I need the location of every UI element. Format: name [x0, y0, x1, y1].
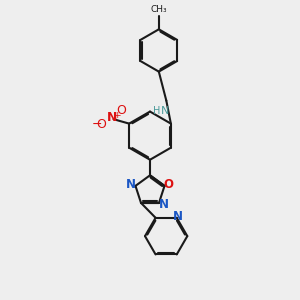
Text: H: H — [153, 106, 160, 116]
Text: N: N — [161, 106, 169, 116]
Text: N: N — [159, 198, 169, 211]
Text: −: − — [92, 118, 102, 131]
Text: +: + — [113, 112, 121, 121]
Text: N: N — [107, 111, 117, 124]
Text: O: O — [164, 178, 174, 190]
Text: CH₃: CH₃ — [151, 5, 167, 14]
Text: N: N — [173, 209, 183, 223]
Text: O: O — [117, 103, 126, 117]
Text: N: N — [126, 178, 136, 191]
Text: O: O — [96, 118, 106, 131]
